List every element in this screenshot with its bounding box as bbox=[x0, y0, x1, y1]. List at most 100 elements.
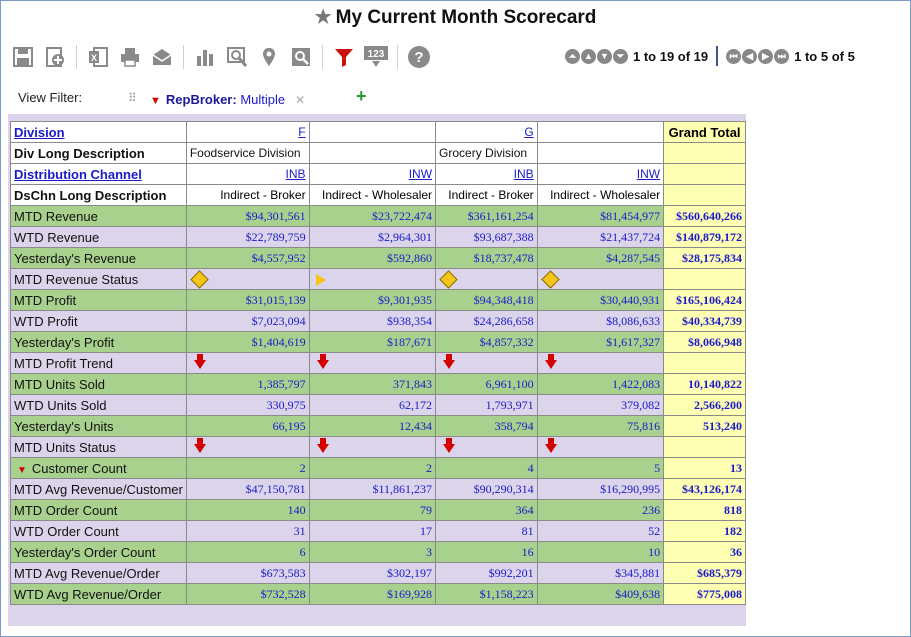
status-right-icon bbox=[315, 273, 326, 286]
metric-icon-cell bbox=[435, 268, 538, 290]
metric-value: $4,557,952 bbox=[185, 247, 310, 269]
metric-value: 140 bbox=[185, 499, 310, 521]
grand-total-value bbox=[663, 352, 746, 374]
metric-label: WTD Order Count bbox=[10, 520, 187, 542]
metric-label: ▼ Customer Count bbox=[10, 457, 187, 479]
filter-funnel-icon[interactable]: ▼ bbox=[17, 464, 27, 476]
row-pager-label: 1 to 19 of 19 bbox=[633, 48, 709, 64]
metric-value: $81,454,977 bbox=[536, 205, 665, 227]
metric-row: Yesterday's Units 66,195 12,434 358,794 75,8… bbox=[10, 415, 746, 437]
first-cols-icon[interactable]: ⏮ bbox=[726, 48, 742, 64]
metric-label-text: WTD Profit bbox=[14, 313, 78, 329]
down-arrow-icon bbox=[544, 354, 557, 369]
grand-total-cell bbox=[663, 142, 746, 164]
remove-filter-icon[interactable]: ✕ bbox=[295, 93, 306, 107]
dist-channel-cell[interactable]: INB bbox=[435, 163, 538, 185]
next-rows-icon[interactable]: ▼ bbox=[597, 48, 612, 64]
metric-value: $673,583 bbox=[185, 562, 310, 584]
metric-row: Yesterday's Revenue $4,557,952 $592,860 $18… bbox=[10, 247, 746, 269]
metric-value: 1,385,797 bbox=[185, 373, 310, 395]
filter-icon[interactable] bbox=[331, 44, 357, 70]
metric-icon-cell bbox=[308, 352, 437, 374]
svg-text:X: X bbox=[91, 53, 97, 63]
excel-icon[interactable]: X bbox=[85, 44, 111, 70]
grand-total-value: $28,175,834 bbox=[663, 247, 746, 269]
metric-value: 1,793,971 bbox=[435, 394, 538, 416]
star-icon[interactable]: ★ bbox=[314, 7, 332, 28]
metric-value: 3 bbox=[308, 541, 437, 563]
svg-text:?: ? bbox=[414, 49, 423, 66]
first-rows-icon[interactable]: ⏶ bbox=[565, 48, 580, 64]
drag-handle-icon[interactable]: ⠿ bbox=[128, 91, 137, 105]
metric-label-text: WTD Avg Revenue/Order bbox=[14, 586, 162, 602]
filter-value[interactable]: Multiple bbox=[240, 92, 286, 107]
metric-icon-cell bbox=[185, 436, 310, 458]
dschn-long-cell: Indirect - Wholesaler bbox=[536, 184, 665, 206]
prev-cols-icon[interactable]: ◀ bbox=[742, 48, 758, 64]
metric-label: MTD Revenue bbox=[10, 205, 187, 227]
metric-icon-cell bbox=[536, 268, 665, 290]
metric-label-text: MTD Avg Revenue/Customer bbox=[14, 481, 183, 497]
div-long-cell bbox=[308, 142, 437, 164]
metric-label: WTD Avg Revenue/Order bbox=[10, 583, 187, 605]
save-icon[interactable] bbox=[10, 44, 36, 70]
metric-value: 52 bbox=[536, 520, 665, 542]
metric-value: $302,197 bbox=[308, 562, 437, 584]
dist-channel-header[interactable]: Distribution Channel bbox=[10, 163, 187, 185]
metric-icon-cell bbox=[308, 268, 437, 290]
dist-channel-cell[interactable]: INW bbox=[308, 163, 437, 185]
grand-total-value: 182 bbox=[663, 520, 746, 542]
metric-row: MTD Revenue $94,301,561 $23,722,474 $361,16… bbox=[10, 205, 746, 227]
grand-total-value: $8,066,948 bbox=[663, 331, 746, 353]
add-icon[interactable] bbox=[42, 44, 68, 70]
print-icon[interactable] bbox=[117, 44, 143, 70]
metric-value: $4,857,332 bbox=[435, 331, 538, 353]
metric-value: 379,082 bbox=[536, 394, 665, 416]
metric-value: 358,794 bbox=[435, 415, 538, 437]
dist-channel-cell[interactable]: INB bbox=[185, 163, 310, 185]
number-format-icon[interactable]: 123 bbox=[363, 44, 389, 70]
metric-icon-cell bbox=[435, 436, 538, 458]
metric-value: $1,404,619 bbox=[185, 331, 310, 353]
down-arrow-icon bbox=[193, 354, 206, 369]
last-cols-icon[interactable]: ⏭ bbox=[774, 48, 790, 64]
metric-row: MTD Units Sold 1,385,797 371,843 6,961,100 1… bbox=[10, 373, 746, 395]
metric-label: Yesterday's Profit bbox=[10, 331, 187, 353]
metric-label: MTD Avg Revenue/Order bbox=[10, 562, 187, 584]
metric-value: $30,440,931 bbox=[536, 289, 665, 311]
metric-label-text: MTD Units Status bbox=[14, 439, 116, 455]
toolbar-separator bbox=[76, 45, 77, 69]
grand-total-value: $40,334,739 bbox=[663, 310, 746, 332]
email-icon[interactable] bbox=[149, 44, 175, 70]
metric-value: $361,161,254 bbox=[435, 205, 538, 227]
metric-value: $1,617,327 bbox=[536, 331, 665, 353]
grand-total-value: $140,879,172 bbox=[663, 226, 746, 248]
metric-value: $169,928 bbox=[308, 583, 437, 605]
zoom-icon[interactable] bbox=[288, 44, 314, 70]
chart-icon[interactable] bbox=[192, 44, 218, 70]
metric-icon-cell bbox=[536, 352, 665, 374]
dist-channel-cell[interactable]: INW bbox=[536, 163, 665, 185]
metric-row: MTD Avg Revenue/Order $673,583 $302,197 $99… bbox=[10, 562, 746, 584]
metric-icon-cell bbox=[308, 436, 437, 458]
dschn-long-cell: Indirect - Broker bbox=[185, 184, 310, 206]
metric-value: $345,881 bbox=[536, 562, 665, 584]
division-cell[interactable]: F bbox=[185, 121, 310, 143]
next-cols-icon[interactable]: ▶ bbox=[758, 48, 774, 64]
map-pin-icon[interactable] bbox=[256, 44, 282, 70]
add-filter-icon[interactable]: + bbox=[356, 86, 367, 106]
metric-label-text: Yesterday's Revenue bbox=[14, 250, 136, 266]
prev-rows-icon[interactable]: ▲ bbox=[581, 48, 596, 64]
metric-value: 66,195 bbox=[185, 415, 310, 437]
help-icon[interactable]: ? bbox=[406, 44, 432, 70]
metric-label-text: WTD Revenue bbox=[14, 229, 100, 245]
analyze-icon[interactable] bbox=[224, 44, 250, 70]
last-rows-icon[interactable]: ⏷ bbox=[613, 48, 628, 64]
metric-icon-cell bbox=[536, 436, 665, 458]
division-header[interactable]: Division bbox=[10, 121, 187, 143]
filter-chip[interactable]: ▼ RepBroker: Multiple ✕ bbox=[150, 92, 305, 107]
metric-value: $938,354 bbox=[308, 310, 437, 332]
metric-value: 1,422,083 bbox=[536, 373, 665, 395]
division-cell[interactable]: G bbox=[435, 121, 538, 143]
metric-row: MTD Avg Revenue/Customer $47,150,781 $11,8… bbox=[10, 478, 746, 500]
